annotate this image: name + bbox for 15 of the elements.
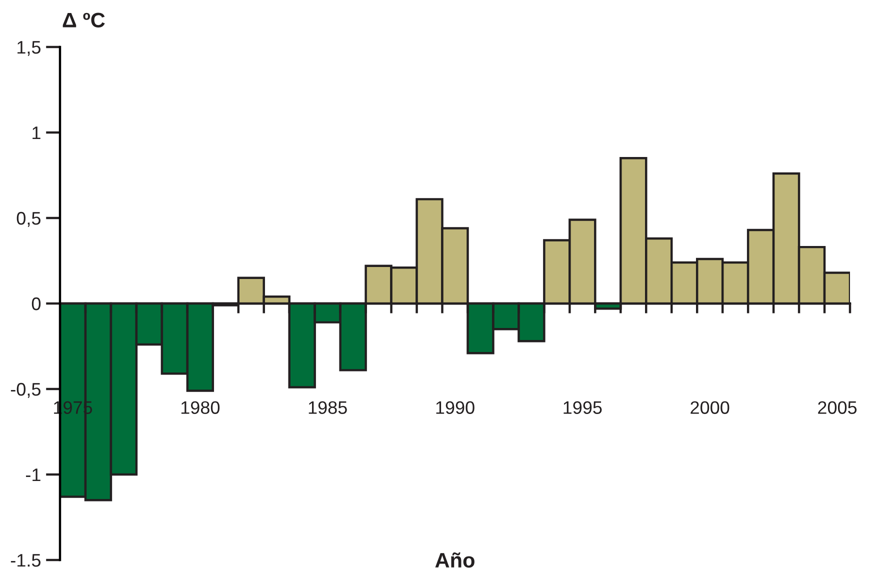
x-tick-label: 1985 [308, 401, 347, 414]
y-tick-label: -0,5 [10, 382, 40, 398]
y-tick-label: 1,5 [18, 41, 40, 56]
x-tick-label: 1980 [181, 401, 220, 414]
y-tick-label: 0,5 [16, 212, 40, 227]
x-axis-title: Año [435, 552, 474, 568]
y-tick-label: -1.5 [10, 554, 40, 567]
x-tick-label: 1990 [436, 401, 474, 414]
y-tick-label: -1 [26, 468, 40, 482]
x-tick-label: 2000 [690, 401, 730, 414]
y-tick-label: 0 [32, 297, 41, 310]
y-axis-title: Δ ºC [62, 12, 105, 28]
x-tick-label: 1995 [564, 401, 602, 414]
y-tick-label: 1 [32, 126, 40, 140]
x-tick-label: 2005 [818, 401, 857, 414]
